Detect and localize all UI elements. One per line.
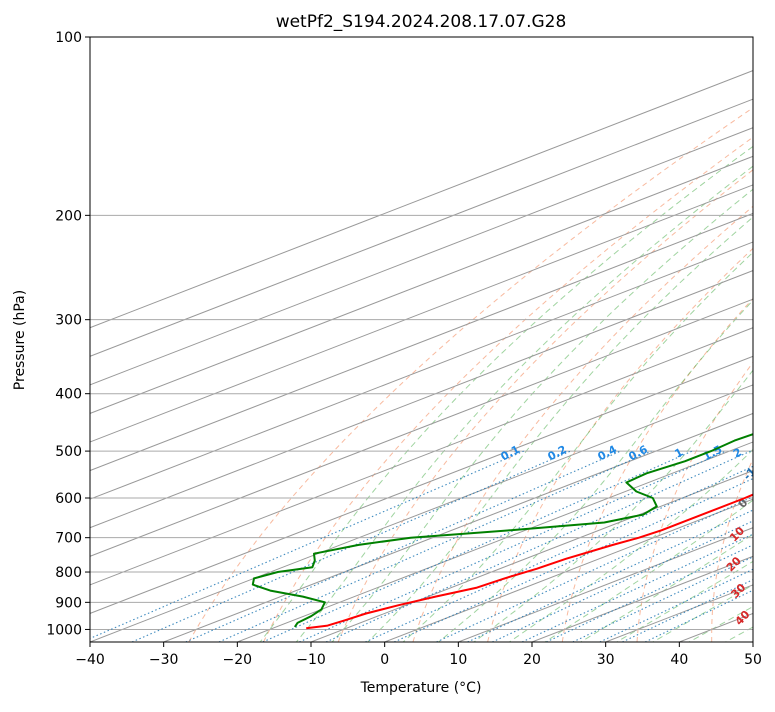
x-tick-label: −10 bbox=[296, 652, 326, 668]
x-axis-title: Temperature (°C) bbox=[360, 680, 482, 696]
y-tick-label: 700 bbox=[55, 531, 82, 547]
x-tick-label: 20 bbox=[523, 652, 541, 668]
y-tick-label: 100 bbox=[55, 30, 82, 46]
x-tick-label: 40 bbox=[670, 652, 688, 668]
y-tick-label: 1000 bbox=[46, 622, 82, 638]
y-tick-label: 600 bbox=[55, 491, 82, 507]
chart-title: wetPf2_S194.2024.208.17.07.G28 bbox=[276, 12, 567, 32]
y-tick-label: 400 bbox=[55, 387, 82, 403]
y-axis-title: Pressure (hPa) bbox=[12, 290, 28, 390]
x-tick-label: −40 bbox=[75, 652, 105, 668]
y-tick-label: 500 bbox=[55, 444, 82, 460]
y-tick-label: 900 bbox=[55, 595, 82, 611]
isotherm-line bbox=[753, 37, 775, 642]
y-tick-label: 300 bbox=[55, 313, 82, 329]
x-tick-label: 50 bbox=[744, 652, 762, 668]
x-tick-label: 0 bbox=[380, 652, 389, 668]
x-tick-label: −30 bbox=[149, 652, 179, 668]
x-tick-label: 30 bbox=[597, 652, 615, 668]
x-tick-label: −20 bbox=[223, 652, 253, 668]
x-tick-label: 10 bbox=[449, 652, 467, 668]
isotherm-label: -20 bbox=[756, 425, 775, 448]
y-tick-label: 800 bbox=[55, 565, 82, 581]
y-tick-label: 200 bbox=[55, 208, 82, 224]
